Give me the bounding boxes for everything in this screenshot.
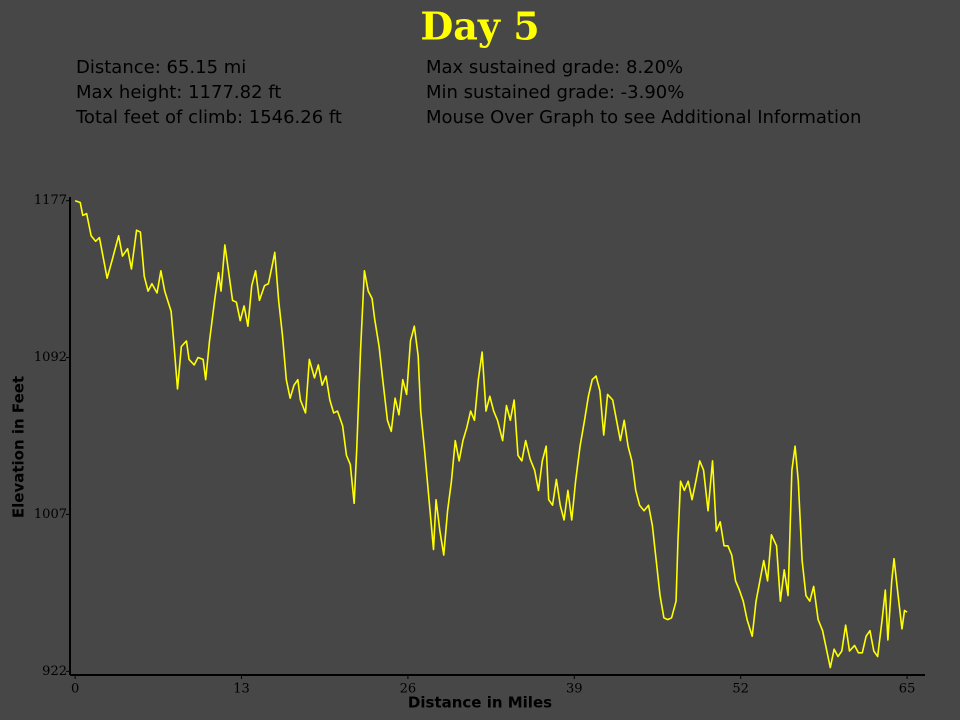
x-axis-title: Distance in Miles [408, 694, 552, 712]
x-tick-label: 0 [71, 682, 79, 697]
x-tick-label: 65 [899, 682, 916, 697]
chart-title: Day 5 [420, 4, 539, 49]
x-tick-label: 13 [233, 682, 250, 697]
y-axis-title: Elevation in Feet [10, 376, 28, 518]
y-tick-label: 1177 [34, 193, 67, 208]
stat-text: Total feet of climb: 1546.26 ft [75, 107, 342, 128]
x-tick-label: 52 [732, 682, 749, 697]
stat-text: Max height: 1177.82 ft [76, 82, 281, 103]
stat-text: Max sustained grade: 8.20% [426, 57, 683, 78]
y-tick-label: 922 [42, 664, 67, 679]
elevation-line [74, 199, 908, 669]
stat-text: Distance: 65.15 mi [76, 57, 246, 78]
y-tick-label: 1007 [34, 507, 67, 522]
stat-text: Mouse Over Graph to see Additional Infor… [426, 107, 861, 128]
y-tick-label: 1092 [34, 350, 67, 365]
x-tick-label: 39 [566, 682, 583, 697]
stat-text: Min sustained grade: -3.90% [426, 82, 684, 103]
x-tick-label: 26 [400, 682, 417, 697]
